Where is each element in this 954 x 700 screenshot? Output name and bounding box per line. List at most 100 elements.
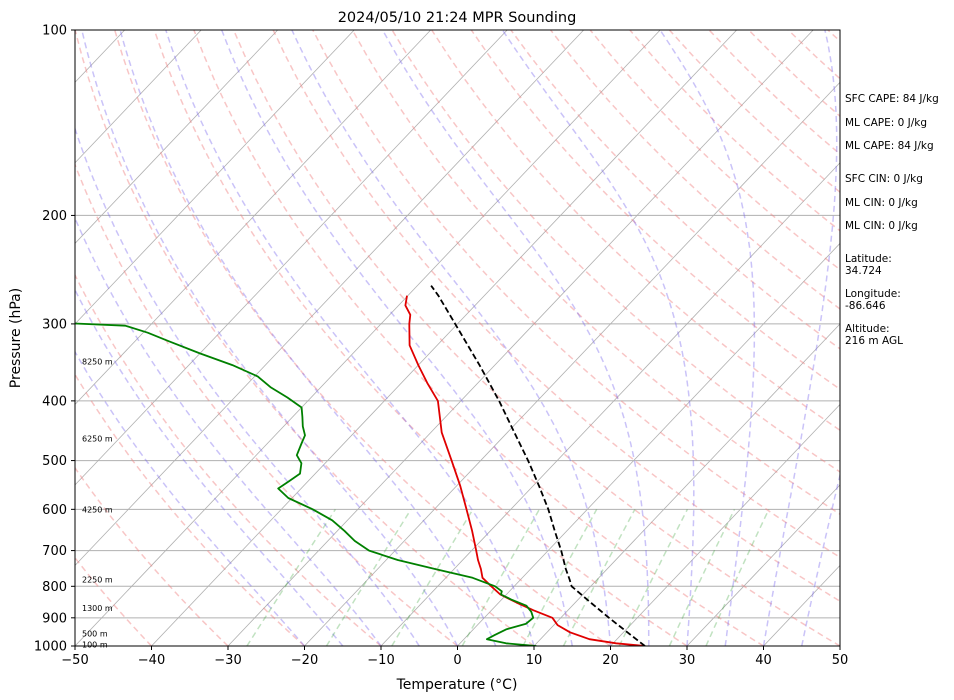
y-tick-label: 400	[42, 394, 67, 409]
isotherm-line	[75, 30, 508, 486]
dry-adiabat-line	[75, 466, 229, 646]
x-tick-label: −10	[367, 653, 394, 668]
altitude-marker-label: 6250 m	[82, 434, 113, 443]
x-tick-label: −30	[214, 653, 241, 668]
mixing-ratio-line	[618, 508, 689, 646]
dry-adiabat-line	[113, 30, 611, 646]
ml-cape-text-2: ML CAPE: 84 J/kg	[845, 140, 934, 152]
mixing-ratio-line	[325, 508, 412, 646]
y-axis-ticks: 100 200 300 400 500 600 700 800 900 1000	[34, 24, 75, 655]
dry-adiabat-line	[75, 373, 306, 646]
moist-adiabat-line	[75, 288, 344, 646]
y-tick-label: 100	[42, 24, 67, 39]
longitude-label: Longitude:	[845, 288, 901, 300]
x-tick-label: 10	[526, 653, 543, 668]
y-tick-label: 300	[42, 317, 67, 332]
dry-adiabat-line	[272, 30, 840, 603]
mixing-ratio-line	[246, 508, 337, 646]
y-tick-label: 1000	[34, 640, 67, 655]
x-tick-label: 50	[832, 653, 849, 668]
ml-cin-text-2: ML CIN: 0 J/kg	[845, 220, 918, 232]
moist-adiabat-line	[659, 30, 756, 646]
dry-adiabat-line	[75, 30, 535, 646]
mixing-ratio-line	[461, 508, 541, 646]
x-tick-label: −40	[138, 653, 165, 668]
y-tick-label: 600	[42, 503, 67, 518]
x-tick-label: 20	[602, 653, 619, 668]
mixing-ratio-line	[668, 508, 736, 646]
x-axis-label: Temperature (°C)	[396, 677, 518, 693]
x-axis-ticks: −50 −40 −30 −20 −10 0 10 20 30 40 50	[61, 646, 848, 668]
mixing-ratio-line	[705, 508, 770, 646]
moist-adiabat-line	[221, 30, 574, 646]
latitude-label: Latitude:	[845, 253, 892, 265]
isotherm-line	[457, 242, 840, 646]
isotherm-line	[75, 30, 278, 244]
dry-adiabat-line	[470, 30, 840, 391]
altitude-labels: 100 m 500 m 1300 m 2250 m 4250 m 6250 m 8250 m	[82, 357, 113, 649]
isotherm-line	[380, 162, 840, 646]
moist-adiabat-line	[75, 216, 382, 646]
latitude-value: 34.724	[845, 265, 882, 277]
y-tick-label: 500	[42, 454, 67, 469]
mixing-ratio-line	[562, 508, 636, 646]
moist-adiabat-line	[75, 126, 420, 646]
y-axis-label: Pressure (hPa)	[8, 288, 24, 388]
dry-adiabat-line	[312, 30, 840, 559]
dry-adiabat-line	[391, 30, 840, 473]
sfc-cape-text: SFC CAPE: 84 J/kg	[845, 93, 939, 105]
y-tick-label: 900	[42, 611, 67, 626]
altitude-marker-label: 2250 m	[82, 576, 113, 585]
y-tick-label: 200	[42, 209, 67, 224]
moist-adiabat-line	[291, 30, 612, 646]
isotherm-line	[75, 30, 202, 164]
series-layer	[75, 285, 646, 646]
ml-cin-text: ML CIN: 0 J/kg	[845, 197, 918, 209]
isotherm-line	[227, 30, 814, 646]
isotherm-line	[533, 323, 840, 646]
altitude-marker-label: 1300 m	[82, 604, 113, 613]
x-tick-label: −50	[61, 653, 88, 668]
dry-adiabat-line	[75, 162, 458, 646]
moist-adiabat-line	[75, 350, 306, 646]
isotherm-line	[75, 30, 661, 646]
x-tick-label: −20	[291, 653, 318, 668]
moist-adiabat-line	[81, 30, 459, 646]
x-tick-label: 30	[679, 653, 696, 668]
altitude-marker-label: 4250 m	[82, 505, 113, 514]
isotherm-line	[151, 30, 737, 646]
isotherm-line	[75, 30, 431, 406]
y-tick-label: 800	[42, 580, 67, 595]
background-lines	[75, 30, 840, 646]
dry-adiabat-line	[153, 30, 688, 646]
parcel-line	[430, 285, 646, 646]
sfc-cin-text: SFC CIN: 0 J/kg	[845, 173, 923, 185]
dry-adiabat-line	[232, 30, 840, 646]
altitude-label: Altitude:	[845, 323, 890, 335]
altitude-marker-label: 8250 m	[82, 357, 113, 366]
dry-adiabat-line	[431, 30, 840, 432]
temperature-line	[404, 295, 645, 646]
indices-panel: SFC CAPE: 84 J/kg ML CAPE: 0 J/kg ML CAP…	[845, 93, 939, 347]
isotherm-line	[686, 484, 840, 646]
altitude-value: 216 m AGL	[845, 335, 903, 347]
moist-adiabat-line	[501, 30, 695, 646]
dry-adiabat-line	[510, 30, 840, 350]
dry-adiabat-line	[351, 30, 840, 516]
moist-adiabat-line	[762, 30, 838, 646]
isotherm-line	[304, 81, 840, 646]
dewpoint-line	[75, 322, 537, 646]
longitude-value: -86.646	[845, 300, 886, 312]
x-tick-label: 40	[755, 653, 772, 668]
altitude-marker-label: 500 m	[82, 630, 108, 639]
ml-cape-text: ML CAPE: 0 J/kg	[845, 117, 927, 129]
moist-adiabat-line	[381, 30, 650, 646]
isotherm-line	[75, 30, 355, 325]
y-tick-label: 700	[42, 544, 67, 559]
isotherm-line	[610, 403, 840, 646]
mixing-ratio-line	[522, 508, 598, 646]
x-tick-label: 0	[453, 653, 461, 668]
chart-title: 2024/05/10 21:24 MPR Sounding	[338, 10, 577, 26]
altitude-marker-label: 100 m	[82, 641, 108, 650]
